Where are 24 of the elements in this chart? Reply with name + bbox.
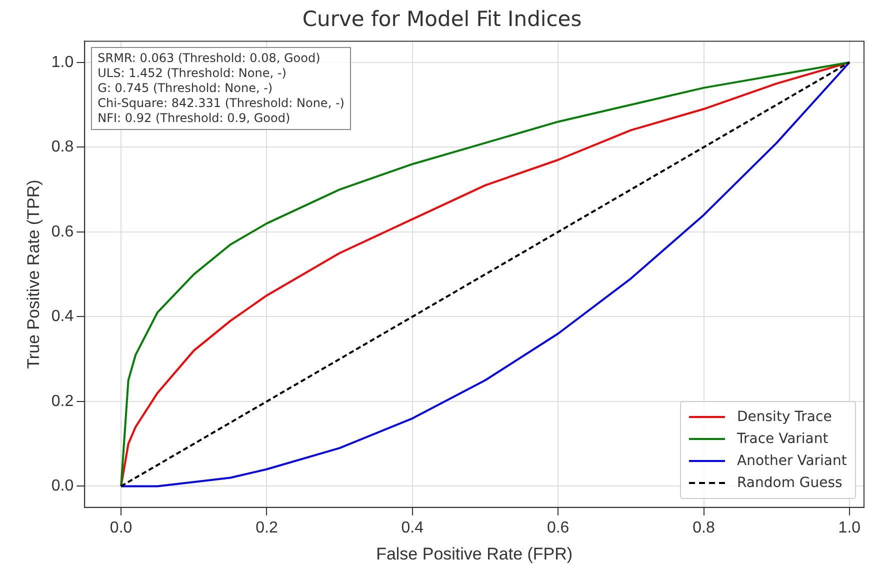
legend-label: Another Variant xyxy=(737,453,847,470)
annotation: SRMR: 0.063 (Threshold: 0.08, Good) xyxy=(98,51,322,66)
chart-title: Curve for Model Fit Indices xyxy=(302,7,582,32)
annotation: ULS: 1.452 (Threshold: None, -) xyxy=(98,66,288,82)
x-tick-label: 0.2 xyxy=(256,519,278,536)
x-tick-label: 0.4 xyxy=(401,519,424,536)
y-tick-label: 0.0 xyxy=(51,478,74,495)
y-tick-label: 0.4 xyxy=(51,308,74,326)
annotation: Chi-Square: 842.331 (Threshold: None, -) xyxy=(98,96,344,112)
y-tick-label: 0.6 xyxy=(51,223,74,240)
x-tick-label: 0.6 xyxy=(546,519,570,536)
legend-label: Random Guess xyxy=(737,475,842,492)
annotation: G: 0.745 (Threshold: None, -) xyxy=(98,81,274,96)
y-tick-label: 0.8 xyxy=(51,138,74,156)
x-tick-label: 0.0 xyxy=(110,519,132,536)
legend-label: Trace Variant xyxy=(737,431,828,448)
y-axis-title: True Positive Rate (TPR) xyxy=(24,180,43,369)
y-tick-label: 1.0 xyxy=(51,54,74,71)
legend-label: Density Trace xyxy=(737,409,832,426)
annotation: NFI: 0.92 (Threshold: 0.9, Good) xyxy=(98,111,292,126)
x-tick-label: 1.0 xyxy=(838,519,861,536)
y-tick-label: 0.2 xyxy=(51,392,74,410)
x-axis-title: False Positive Rate (FPR) xyxy=(376,544,573,564)
x-tick-label: 0.8 xyxy=(692,519,715,536)
